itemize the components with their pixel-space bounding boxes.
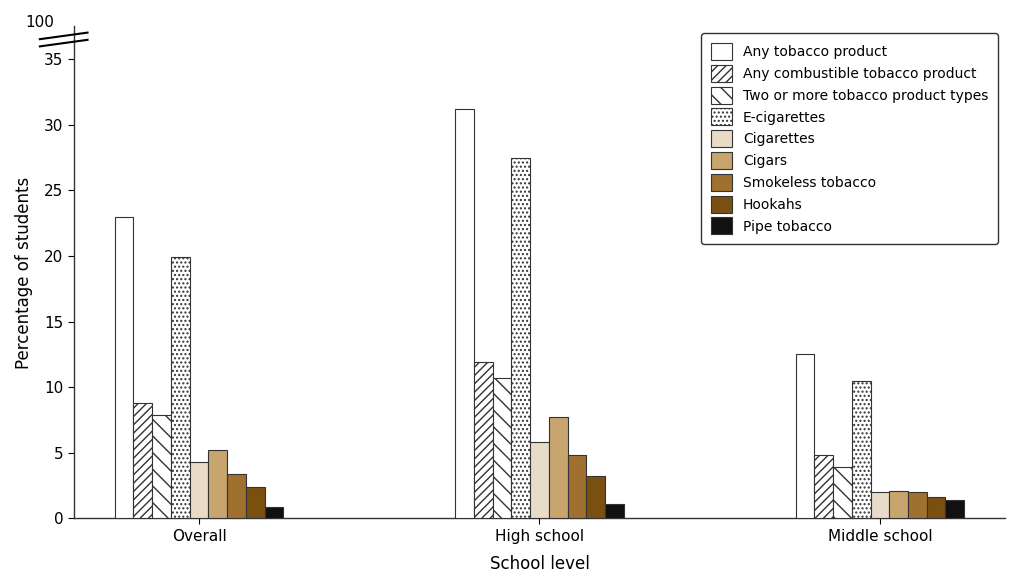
X-axis label: School level: School level bbox=[489, 555, 589, 573]
Bar bbox=[133, 403, 152, 519]
Bar bbox=[454, 109, 474, 519]
Bar bbox=[530, 442, 548, 519]
Bar bbox=[945, 500, 963, 519]
Legend: Any tobacco product, Any combustible tobacco product, Two or more tobacco produc: Any tobacco product, Any combustible tob… bbox=[701, 34, 997, 244]
Bar bbox=[567, 456, 586, 519]
Bar bbox=[171, 258, 190, 519]
Bar bbox=[907, 492, 926, 519]
Bar bbox=[586, 476, 604, 519]
Bar bbox=[511, 158, 530, 519]
Bar bbox=[889, 491, 907, 519]
Bar bbox=[264, 507, 283, 519]
Bar bbox=[115, 216, 133, 519]
Bar bbox=[227, 474, 246, 519]
Y-axis label: Percentage of students: Percentage of students bbox=[15, 176, 33, 369]
Bar bbox=[492, 378, 511, 519]
Bar bbox=[190, 462, 208, 519]
Bar bbox=[208, 450, 227, 519]
Bar bbox=[246, 487, 264, 519]
Bar bbox=[474, 362, 492, 519]
Bar bbox=[851, 380, 869, 519]
Bar bbox=[869, 492, 889, 519]
Bar bbox=[813, 456, 833, 519]
Bar bbox=[926, 497, 945, 519]
Bar bbox=[604, 504, 623, 519]
Bar bbox=[548, 417, 567, 519]
Bar bbox=[152, 415, 171, 519]
Text: 100: 100 bbox=[25, 15, 54, 31]
Bar bbox=[795, 355, 813, 519]
Bar bbox=[833, 467, 851, 519]
